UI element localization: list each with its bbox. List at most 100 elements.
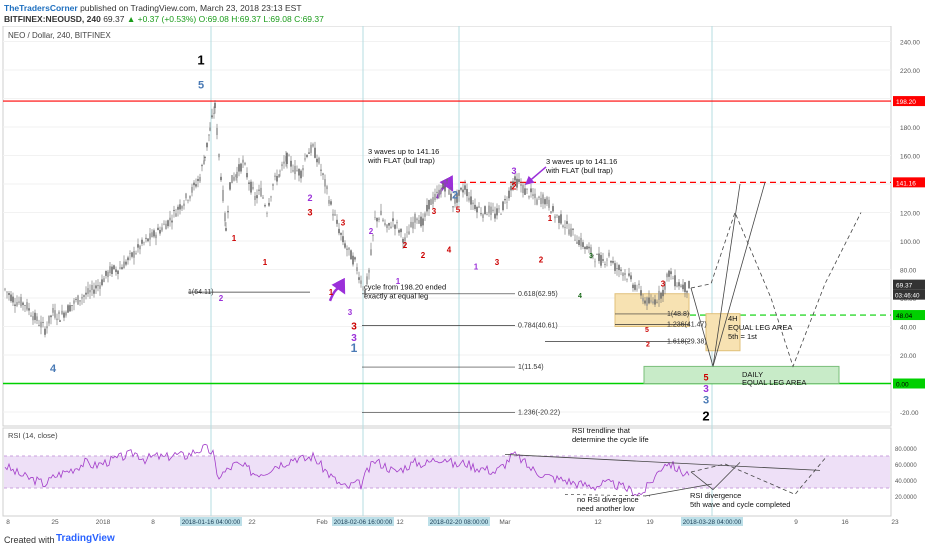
candle bbox=[332, 213, 334, 216]
candle bbox=[52, 308, 54, 313]
price-pane[interactable] bbox=[2, 26, 892, 427]
author-name[interactable]: TheTradersCorner bbox=[4, 3, 78, 13]
chart-labels: -20.000.0020.0040.0060.0080.00100.00120.… bbox=[6, 40, 925, 526]
candle bbox=[392, 218, 394, 222]
candle bbox=[16, 302, 18, 306]
candle bbox=[236, 171, 238, 178]
candle bbox=[366, 276, 368, 285]
wave-label: 2 bbox=[421, 251, 426, 260]
wave-label: 3 bbox=[495, 258, 500, 267]
candle bbox=[107, 271, 109, 278]
candle bbox=[183, 203, 185, 206]
y-tick-label: 180.00 bbox=[900, 125, 920, 132]
candle bbox=[620, 269, 622, 271]
rsi-trendline bbox=[504, 454, 821, 471]
candle bbox=[201, 165, 203, 167]
candle bbox=[514, 176, 516, 181]
candle bbox=[270, 196, 272, 198]
candle bbox=[246, 172, 248, 178]
candle bbox=[209, 127, 211, 131]
candle bbox=[680, 285, 682, 288]
candle bbox=[298, 168, 300, 176]
candle bbox=[129, 252, 131, 254]
candle bbox=[510, 185, 512, 191]
candle bbox=[370, 249, 372, 256]
candle bbox=[564, 226, 566, 228]
candle bbox=[394, 224, 396, 229]
rsi-tick-label: 20.0000 bbox=[895, 495, 917, 501]
created-with: Created with bbox=[4, 535, 55, 545]
wave-label: 2 bbox=[646, 341, 650, 348]
date-highlight bbox=[332, 517, 394, 526]
candle bbox=[283, 161, 285, 164]
candle bbox=[159, 230, 161, 234]
candle bbox=[598, 253, 600, 261]
fib-label: 0.618(62.95) bbox=[518, 291, 558, 298]
rsi-tick-label: 40.0000 bbox=[895, 479, 917, 485]
candle bbox=[105, 270, 107, 276]
candle bbox=[69, 305, 71, 312]
candle bbox=[235, 174, 237, 178]
wave-label: 1 bbox=[263, 258, 268, 267]
candle bbox=[40, 321, 42, 328]
candle bbox=[95, 285, 97, 289]
candle bbox=[558, 215, 560, 223]
y-tick-label: 120.00 bbox=[900, 211, 920, 218]
candle bbox=[336, 219, 338, 224]
candle bbox=[30, 315, 32, 317]
chart-title: NEO / Dollar, 240, BITFINEX bbox=[8, 31, 111, 40]
candle bbox=[382, 219, 384, 222]
candle bbox=[416, 218, 418, 221]
candle bbox=[181, 205, 183, 209]
candle bbox=[640, 290, 642, 296]
candle bbox=[58, 311, 60, 315]
candle bbox=[153, 230, 155, 237]
candle bbox=[636, 288, 638, 290]
rsi-annotation-trendline: RSI trendline that determine the cycle li… bbox=[572, 426, 649, 444]
candle bbox=[81, 297, 83, 299]
wave-label: 3 bbox=[307, 207, 312, 217]
candle bbox=[185, 193, 187, 199]
candle bbox=[610, 260, 612, 263]
candle bbox=[546, 197, 548, 205]
candle bbox=[634, 284, 636, 290]
candle bbox=[534, 193, 536, 199]
candle bbox=[63, 312, 65, 318]
candle bbox=[342, 236, 344, 243]
fib-label: 1(64.11) bbox=[188, 289, 214, 296]
candle bbox=[586, 246, 588, 250]
candle bbox=[660, 292, 662, 299]
candle bbox=[163, 223, 165, 225]
candle bbox=[604, 263, 606, 265]
candle bbox=[480, 213, 482, 215]
candle bbox=[38, 325, 40, 326]
candle bbox=[324, 179, 326, 187]
candle bbox=[624, 273, 626, 275]
wave-label: 2 bbox=[369, 227, 374, 236]
candle bbox=[444, 186, 446, 192]
candle bbox=[14, 304, 16, 306]
candle bbox=[141, 239, 143, 244]
candle bbox=[123, 261, 125, 269]
candle bbox=[281, 164, 283, 167]
candle bbox=[542, 194, 544, 204]
candle bbox=[260, 187, 262, 197]
fib-label: 1(11.54) bbox=[518, 364, 544, 371]
candle bbox=[24, 305, 26, 306]
candle bbox=[630, 275, 632, 280]
candle bbox=[432, 197, 434, 204]
candle bbox=[113, 265, 115, 270]
candle bbox=[276, 175, 278, 182]
candle bbox=[618, 265, 620, 271]
candle bbox=[550, 211, 552, 214]
chart-area[interactable]: -20.000.0020.0040.0060.0080.00100.00120.… bbox=[0, 26, 932, 530]
tradingview-logo[interactable]: TradingView bbox=[56, 533, 115, 544]
wave-label-end: 5 bbox=[703, 373, 708, 383]
candle bbox=[456, 192, 458, 203]
candle bbox=[450, 193, 452, 201]
candle bbox=[492, 209, 494, 212]
high-price-badge-text: 198.20 bbox=[896, 99, 916, 106]
candle bbox=[326, 186, 328, 190]
wave-label: 3 bbox=[348, 308, 353, 317]
candle bbox=[61, 310, 63, 315]
